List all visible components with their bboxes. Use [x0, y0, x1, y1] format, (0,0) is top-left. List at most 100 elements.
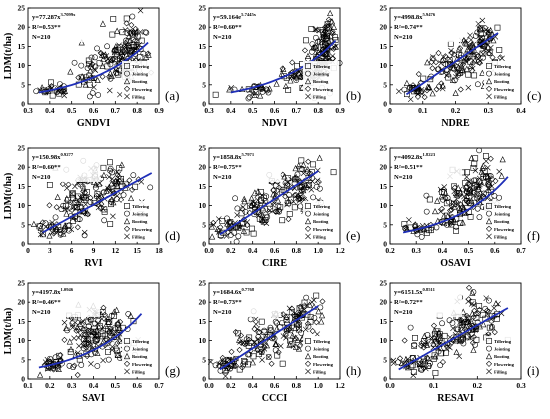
data-point	[64, 222, 71, 229]
data-point	[69, 191, 76, 198]
data-point	[315, 48, 322, 55]
data-point	[279, 65, 286, 72]
data-point	[100, 304, 107, 311]
data-point	[107, 159, 113, 166]
y-tick-label: 10	[18, 336, 26, 345]
data-point	[475, 185, 482, 192]
data-point	[65, 181, 72, 188]
data-point	[423, 192, 430, 199]
data-point	[465, 84, 472, 91]
x-tick-label: 0.3	[412, 246, 422, 255]
data-point	[133, 43, 140, 50]
data-point	[106, 174, 112, 180]
data-point	[265, 89, 272, 96]
x-tick-label: 0.7	[292, 106, 302, 115]
data-point	[97, 49, 104, 56]
data-point	[332, 36, 339, 43]
data-point	[128, 194, 135, 202]
data-point	[125, 45, 132, 51]
data-point	[210, 219, 217, 226]
data-point	[431, 333, 438, 341]
x-tick-label: 0.2	[226, 381, 236, 390]
data-point	[323, 40, 330, 47]
data-point	[82, 201, 89, 208]
data-point	[463, 174, 470, 180]
data-point	[130, 28, 137, 35]
data-point	[128, 22, 135, 29]
data-point	[79, 319, 86, 326]
data-point	[237, 332, 244, 339]
data-point	[455, 51, 462, 58]
data-point	[73, 327, 80, 334]
data-point	[87, 329, 94, 336]
panel-a: 0.3 0.4 0.5 0.6 0.7 0.8 0.9 0 5 10 15 20 25 GNDVI LDM(…	[3, 4, 179, 130]
legend-label-booting: Booting	[132, 79, 148, 84]
data-point	[267, 207, 273, 214]
data-point	[475, 182, 482, 189]
data-point	[236, 366, 243, 373]
legend-label-flowering: Flowering	[494, 227, 515, 232]
panel-label: (e)	[346, 228, 360, 243]
data-point	[463, 196, 470, 203]
data-point	[437, 362, 444, 369]
data-point	[450, 199, 457, 206]
data-point	[115, 171, 122, 177]
data-point	[420, 75, 427, 82]
data-point	[225, 356, 232, 363]
data-point	[91, 66, 98, 73]
data-point	[486, 48, 492, 55]
legend-marker-jointing	[305, 210, 311, 217]
x-tick-label: 0.6	[270, 246, 280, 255]
data-point	[464, 318, 471, 325]
data-point	[299, 182, 306, 189]
data-point	[241, 195, 248, 202]
panel-label: (b)	[346, 88, 361, 103]
data-point	[468, 36, 474, 43]
data-point	[457, 220, 464, 226]
data-point	[115, 321, 121, 328]
data-point	[295, 345, 302, 352]
data-point	[432, 353, 439, 360]
sample-size: N=210	[394, 309, 413, 316]
data-point	[280, 65, 287, 72]
data-point	[318, 318, 325, 325]
r-squared: R²=0.60**	[32, 164, 61, 171]
y-tick-label: 5	[383, 80, 387, 89]
legend-marker-flowering	[304, 85, 312, 92]
x-tick-label: 0.4	[248, 246, 258, 255]
legend-marker-tillering	[486, 338, 492, 344]
data-point	[79, 324, 87, 332]
x-tick-label: 0.3	[516, 381, 526, 390]
plot-frame	[389, 147, 522, 245]
legend-label-filling: Filling	[313, 94, 326, 99]
data-point	[426, 196, 433, 203]
data-point	[115, 177, 121, 184]
data-point	[71, 362, 78, 369]
y-tick-label: 10	[18, 61, 26, 70]
y-tick-label: 10	[18, 201, 26, 210]
data-point	[483, 307, 491, 314]
data-point	[288, 196, 294, 203]
data-point	[463, 312, 470, 319]
legend-marker-jointing	[124, 210, 130, 217]
data-point	[114, 347, 120, 354]
y-tick-label: 15	[380, 182, 388, 191]
data-point	[82, 81, 89, 88]
data-point	[94, 363, 101, 369]
stats-box	[30, 285, 100, 317]
data-point	[471, 307, 478, 314]
data-point	[237, 339, 243, 345]
data-point	[89, 90, 96, 96]
regression-equation: y=4197.8x1.0946	[32, 287, 74, 296]
y-tick-label: 25	[380, 279, 388, 288]
data-point	[322, 28, 329, 35]
data-point	[86, 344, 93, 351]
legend: Tillering Jointing Booting Flowering Filling	[484, 336, 520, 377]
data-point	[101, 206, 108, 213]
data-point	[125, 311, 132, 317]
data-point	[485, 28, 491, 34]
data-point	[473, 315, 480, 321]
data-point	[119, 29, 126, 36]
data-point	[292, 176, 299, 183]
data-point	[78, 74, 85, 81]
